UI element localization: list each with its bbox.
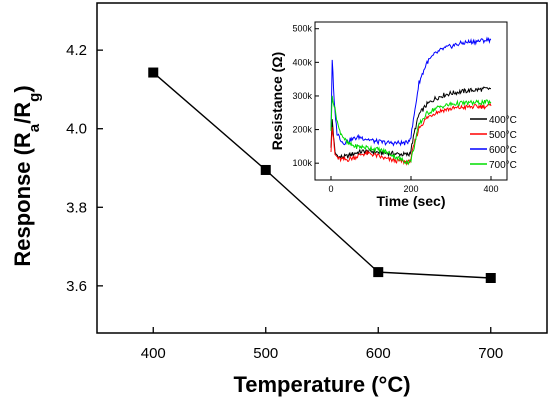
- legend-label: 600°C: [489, 145, 517, 156]
- inset-y-tick-label: 100k: [292, 158, 312, 168]
- inset-y-tick-label: 500k: [292, 24, 312, 34]
- data-point: [485, 273, 496, 283]
- y-tick-label: 3.8: [66, 199, 87, 216]
- legend-label: 400°C: [489, 115, 517, 126]
- inset-y-axis-title: Resistance (Ω): [269, 52, 285, 150]
- inset-x-axis-title: Time (sec): [377, 193, 446, 209]
- inset-x-tick-label: 0: [328, 184, 333, 194]
- x-axis-title: Temperature (°C): [233, 372, 410, 397]
- inset-series-line: [330, 86, 491, 161]
- inset-series-line: [330, 95, 492, 166]
- x-tick-label: 400: [141, 345, 166, 362]
- y-axis-title-sub: a: [26, 123, 43, 132]
- y-tick-label: 4.2: [66, 42, 87, 59]
- inset-chart: 0 200 400 100k 200k 300k 400k 500k Time (sec) Res…: [269, 21, 517, 209]
- plot-frame: [96, 2, 548, 334]
- y-axis-title-part: Response (R: [10, 132, 35, 267]
- legend-label: 700°C: [489, 160, 517, 171]
- inset-y-tick-label: 300k: [292, 91, 312, 101]
- y-axis-title-part: ): [10, 85, 35, 92]
- y-tick-label: 4.0: [66, 121, 87, 138]
- x-tick-label: 700: [478, 345, 503, 362]
- inset-y-tick-label: 200k: [292, 125, 312, 135]
- y-axis-title: Response (Ra/Rg): [10, 85, 43, 266]
- main-chart: 400 500 600 700 3.6 3.8 4.0 4.2 Temperature (°C)…: [10, 2, 548, 397]
- data-point: [260, 164, 271, 175]
- legend-label: 500°C: [489, 130, 517, 141]
- y-axis-title-part: /R: [10, 102, 35, 124]
- x-tick-label: 600: [366, 345, 391, 362]
- data-point: [373, 267, 384, 278]
- inset-x-tick-label: 200: [403, 184, 418, 194]
- inset-series-line: [330, 36, 492, 147]
- data-line: [152, 72, 491, 279]
- inset-y-tick-label: 400k: [292, 57, 312, 67]
- y-tick-label: 3.6: [66, 278, 87, 295]
- inset-x-tick-label: 400: [483, 184, 498, 194]
- x-tick-label: 500: [253, 345, 278, 362]
- y-axis-title-sub: g: [26, 93, 43, 102]
- data-point: [148, 67, 159, 78]
